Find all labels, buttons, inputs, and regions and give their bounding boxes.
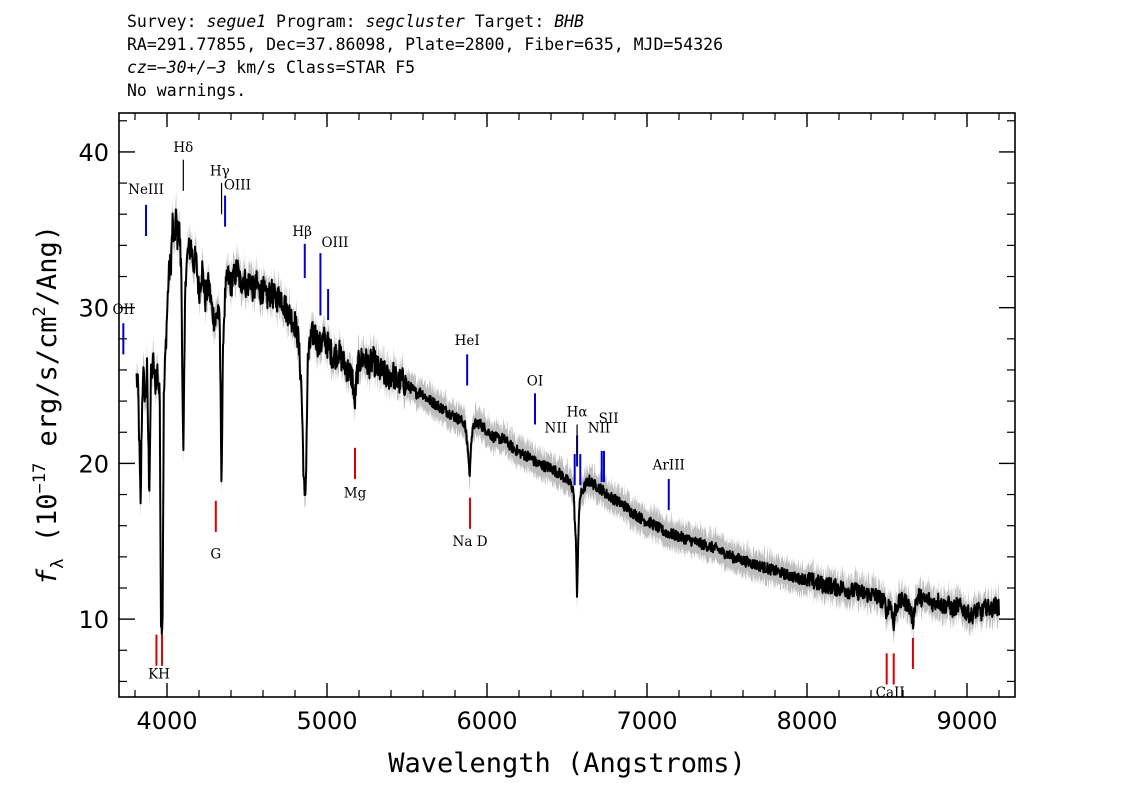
emission-line-label: OII (112, 302, 134, 318)
emission-line-label: NII (545, 420, 567, 436)
y-tick-label: 20 (78, 450, 109, 478)
emission-line-label: Hα (567, 405, 588, 421)
y-axis-title-sub: λ (48, 559, 68, 569)
absorption-line-label: Mg (344, 486, 367, 502)
emission-line-label: OIII (321, 235, 348, 251)
header-line-coordinates: RA=291.77855, Dec=37.86098, Plate=2800, … (127, 35, 724, 54)
target-value: BHB (554, 12, 584, 31)
survey-value: segue1 (206, 12, 267, 31)
flux-layer (135, 208, 1000, 636)
flux-line (135, 208, 1000, 636)
axis-ticks-layer: 4000 5000 6000 7000 8000 9000 10 20 30 40 (78, 113, 1015, 735)
emission-line-label: NeIII (128, 182, 164, 198)
y-axis-title-f: f (32, 568, 63, 585)
spectrum-header: Survey: segue1 Program: segcluster Targe… (127, 10, 723, 102)
x-tick-label: 8000 (776, 707, 837, 735)
emission-line-label: OI (527, 374, 543, 390)
absorption-line-label: G (210, 546, 221, 562)
cz-value: =−30+/−3 (146, 58, 227, 77)
absorption-line-label: Na D (453, 534, 488, 550)
program-value: segcluster (365, 12, 465, 31)
top-line-label: Hγ (210, 163, 230, 179)
emission-line-label: SII (599, 411, 619, 427)
survey-label: Survey: (127, 12, 207, 31)
absorption-line-label: KH (148, 666, 170, 682)
target-label: Target: (464, 12, 555, 31)
emission-line-label: Hβ (292, 224, 312, 240)
x-tick-label: 5000 (296, 707, 357, 735)
cz-rest: km/s Class=STAR F5 (226, 58, 416, 77)
header-line-survey: Survey: segue1 Program: segcluster Targe… (127, 10, 723, 33)
cz-prefix: cz (127, 58, 147, 77)
y-axis-title-sq: 2 (30, 306, 50, 316)
x-tick-label: 9000 (936, 707, 997, 735)
header-line-warnings: No warnings. (127, 81, 247, 100)
y-tick-label: 30 (78, 295, 109, 323)
header-line-redshift: cz=−30+/−3 km/s Class=STAR F5 (127, 56, 723, 79)
y-axis-title-mid: erg/s/cm (32, 316, 63, 462)
x-tick-label: 7000 (616, 707, 677, 735)
y-axis-title-close: /Ang) (32, 225, 63, 306)
top-line-label: Hδ (173, 140, 193, 156)
plot-frame (118, 112, 1016, 698)
x-axis-title: Wavelength (Angstroms) (388, 748, 746, 779)
y-tick-label: 10 (78, 606, 109, 634)
y-axis-title-exp: −17 (30, 463, 50, 494)
emission-line-label: ArIII (652, 458, 685, 474)
emission-line-label: OIII (224, 177, 251, 193)
y-axis-title-open: (10 (32, 494, 63, 559)
y-axis-title: fλ (10−17 erg/s/cm2/Ang) (30, 225, 68, 585)
emission-line-label: NII (588, 420, 610, 436)
x-tick-label: 4000 (136, 707, 197, 735)
absorption-line-label: CaII (876, 685, 905, 701)
y-tick-label: 40 (78, 139, 109, 167)
emission-line-label: HeI (455, 333, 480, 349)
program-label: Program: (266, 12, 366, 31)
x-tick-label: 6000 (456, 707, 517, 735)
